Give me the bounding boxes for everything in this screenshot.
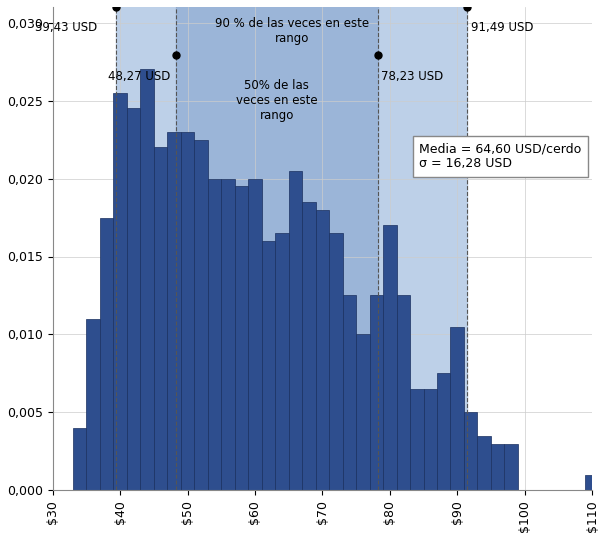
Bar — [437, 374, 451, 490]
Text: 91,49 USD: 91,49 USD — [471, 22, 533, 34]
Bar — [194, 140, 208, 490]
Bar — [117, 7, 467, 490]
Bar — [289, 171, 302, 490]
Bar — [423, 389, 437, 490]
Bar — [73, 428, 87, 490]
Bar — [235, 186, 248, 490]
Bar — [383, 225, 396, 490]
Bar — [370, 295, 383, 490]
Bar — [478, 436, 491, 490]
Bar — [113, 93, 127, 490]
Bar — [208, 178, 221, 490]
Bar — [140, 70, 154, 490]
Bar — [87, 319, 100, 490]
Bar — [343, 295, 356, 490]
Bar — [356, 335, 370, 490]
Text: 50% de las
veces en este
rango: 50% de las veces en este rango — [236, 79, 318, 122]
Bar — [302, 202, 315, 490]
Bar — [491, 444, 504, 490]
Bar — [100, 218, 113, 490]
Bar — [167, 132, 181, 490]
Text: Media = 64,60 USD/cerdo
σ = 16,28 USD: Media = 64,60 USD/cerdo σ = 16,28 USD — [420, 142, 582, 170]
Bar — [315, 210, 329, 490]
Text: 78,23 USD: 78,23 USD — [381, 70, 443, 83]
Bar — [396, 295, 410, 490]
Bar — [262, 241, 275, 490]
Bar — [181, 132, 194, 490]
Bar — [221, 178, 235, 490]
Bar — [504, 444, 518, 490]
Bar — [464, 412, 478, 490]
Bar — [410, 389, 423, 490]
Text: 39,43 USD: 39,43 USD — [35, 22, 98, 34]
Text: 48,27 USD: 48,27 USD — [109, 70, 171, 83]
Bar — [248, 178, 262, 490]
Bar — [586, 475, 599, 490]
Bar — [176, 7, 378, 490]
Bar — [154, 147, 167, 490]
Text: 90 % de las veces en este
rango: 90 % de las veces en este rango — [215, 17, 369, 45]
Bar — [275, 233, 289, 490]
Bar — [127, 108, 140, 490]
Bar — [329, 233, 343, 490]
Bar — [451, 327, 464, 490]
